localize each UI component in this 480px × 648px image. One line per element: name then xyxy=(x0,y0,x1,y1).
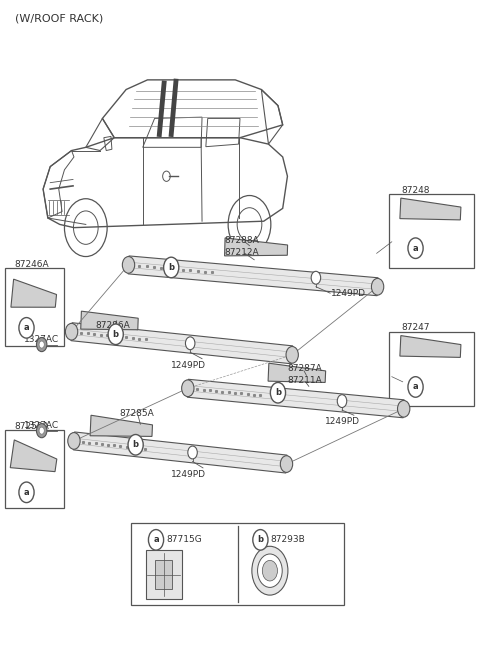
Circle shape xyxy=(253,529,268,550)
Circle shape xyxy=(408,238,423,259)
Text: (W/ROOF RACK): (W/ROOF RACK) xyxy=(14,14,103,24)
Text: a: a xyxy=(24,323,29,332)
Text: 1327AC: 1327AC xyxy=(24,421,59,430)
Circle shape xyxy=(36,338,47,352)
FancyBboxPatch shape xyxy=(131,522,344,605)
FancyBboxPatch shape xyxy=(389,194,474,268)
FancyBboxPatch shape xyxy=(389,332,474,406)
Text: a: a xyxy=(24,488,29,497)
Text: b: b xyxy=(275,388,281,397)
Polygon shape xyxy=(71,323,293,364)
Circle shape xyxy=(39,427,44,434)
Circle shape xyxy=(19,318,34,338)
Polygon shape xyxy=(268,364,325,382)
Text: 87255A: 87255A xyxy=(14,422,49,432)
FancyBboxPatch shape xyxy=(145,550,181,599)
Text: b: b xyxy=(113,330,119,339)
Circle shape xyxy=(164,257,179,278)
Text: 1249PD: 1249PD xyxy=(331,288,366,297)
Circle shape xyxy=(181,380,194,397)
Text: 87211A: 87211A xyxy=(288,376,322,385)
Circle shape xyxy=(337,395,347,408)
Text: 87286A: 87286A xyxy=(96,321,130,330)
Polygon shape xyxy=(81,311,138,330)
Polygon shape xyxy=(10,440,57,472)
Polygon shape xyxy=(90,415,153,436)
Text: 87287A: 87287A xyxy=(288,364,322,373)
Circle shape xyxy=(280,456,293,472)
Polygon shape xyxy=(400,198,461,220)
Circle shape xyxy=(65,323,78,340)
Circle shape xyxy=(68,433,80,449)
Text: b: b xyxy=(257,535,264,544)
Circle shape xyxy=(185,337,195,350)
Polygon shape xyxy=(187,379,404,418)
Circle shape xyxy=(122,257,135,273)
Polygon shape xyxy=(73,432,287,473)
Circle shape xyxy=(262,561,277,581)
FancyBboxPatch shape xyxy=(5,268,64,347)
Circle shape xyxy=(128,435,143,455)
Circle shape xyxy=(19,482,34,503)
Polygon shape xyxy=(225,238,288,256)
Text: 87285A: 87285A xyxy=(119,410,154,419)
Circle shape xyxy=(408,376,423,397)
Text: 1249PD: 1249PD xyxy=(171,470,206,480)
Text: 87212A: 87212A xyxy=(225,248,260,257)
Text: 87246A: 87246A xyxy=(14,260,49,270)
Text: 87247: 87247 xyxy=(401,323,430,332)
Circle shape xyxy=(108,324,123,345)
Text: a: a xyxy=(153,535,159,544)
Circle shape xyxy=(188,446,197,459)
Polygon shape xyxy=(11,279,57,307)
FancyBboxPatch shape xyxy=(5,430,64,509)
Text: a: a xyxy=(413,382,419,391)
Polygon shape xyxy=(128,256,378,295)
Circle shape xyxy=(311,272,321,284)
Polygon shape xyxy=(400,336,461,358)
Text: 87715G: 87715G xyxy=(167,535,202,544)
Circle shape xyxy=(148,529,164,550)
Circle shape xyxy=(270,382,286,403)
Circle shape xyxy=(258,554,282,587)
Text: 1249PD: 1249PD xyxy=(171,361,206,370)
Circle shape xyxy=(372,279,384,295)
Circle shape xyxy=(286,347,299,363)
Text: 1327AC: 1327AC xyxy=(24,335,59,344)
Text: 87288A: 87288A xyxy=(225,236,260,245)
Circle shape xyxy=(39,341,44,348)
Circle shape xyxy=(36,424,47,437)
FancyBboxPatch shape xyxy=(155,561,172,588)
Text: 1249PD: 1249PD xyxy=(325,417,360,426)
Circle shape xyxy=(252,546,288,595)
Circle shape xyxy=(397,400,410,417)
Text: b: b xyxy=(132,440,139,449)
Text: 87248: 87248 xyxy=(401,186,430,195)
Text: b: b xyxy=(168,263,174,272)
Text: a: a xyxy=(413,244,419,253)
Text: 87293B: 87293B xyxy=(271,535,306,544)
